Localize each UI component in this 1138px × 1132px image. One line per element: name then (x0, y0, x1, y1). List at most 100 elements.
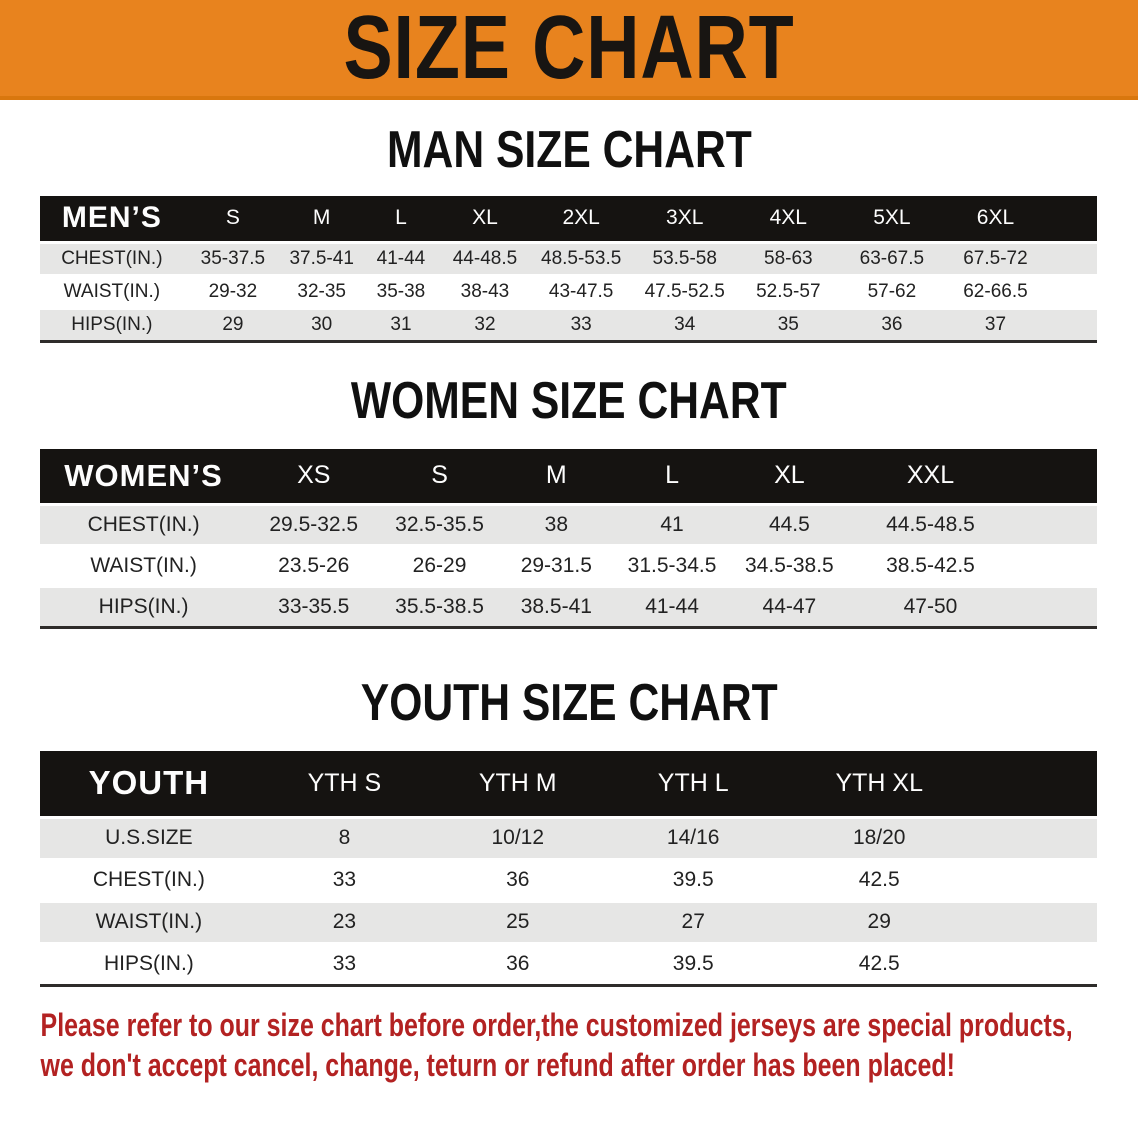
size-value: 44-48.5 (440, 240, 530, 275)
measurement-label: WAIST(IN.) (40, 899, 258, 943)
youth-section: YOUTH SIZE CHART YOUTH YTH S YTH M YTH L YTH… (0, 677, 1138, 987)
row-spacer-cell (976, 899, 1097, 943)
row-spacer-cell (1012, 544, 1097, 587)
size-column-header: L (613, 448, 731, 505)
size-value: 33 (529, 306, 633, 341)
size-chart-page: SIZE CHART MAN SIZE CHART MEN’S S M L XL 2XL 3… (0, 0, 1138, 1083)
page-title: SIZE CHART (343, 0, 795, 98)
size-column-header: YTH XL (781, 751, 977, 817)
size-value: 31 (361, 306, 441, 341)
size-column-header: XL (730, 448, 849, 505)
header-spacer-cell (976, 751, 1097, 817)
size-value: 29.5-32.5 (247, 503, 381, 546)
measurement-label: CHEST(IN.) (40, 503, 248, 546)
measurement-row: WAIST(IN.) 23 25 27 29 (40, 899, 1097, 943)
youth-size-table: YOUTH YTH S YTH M YTH L YTH XL U.S.SIZE 8 10/12… (40, 751, 1097, 987)
measurement-label: WAIST(IN.) (40, 544, 248, 587)
size-column-header: XL (440, 196, 530, 242)
table-title-cell: MEN’S (40, 196, 184, 242)
size-value: 32-35 (282, 273, 362, 308)
measurement-label: HIPS(IN.) (40, 585, 248, 628)
measurement-row: CHEST(IN.) 35-37.5 37.5-41 41-44 44-48.5 48.5… (40, 240, 1097, 275)
size-column-header: S (380, 448, 499, 505)
measurement-row: HIPS(IN.) 29 30 31 32 33 34 35 36 37 (40, 306, 1097, 341)
size-value: 30 (282, 306, 362, 341)
size-value: 47.5-52.5 (632, 273, 737, 308)
size-value: 26-29 (380, 544, 499, 587)
size-column-header: 6XL (943, 196, 1048, 242)
size-table: YOUTH YTH S YTH M YTH L YTH XL U.S.SIZE 8 10/12… (40, 751, 1097, 987)
measurement-row: WAIST(IN.) 23.5-26 26-29 29-31.5 31.5-34.5 34… (40, 544, 1097, 587)
size-value: 44.5 (730, 503, 849, 546)
table-header-row: MEN’S S M L XL 2XL 3XL 4XL 5XL 6XL (40, 196, 1097, 242)
size-value: 38 (498, 503, 614, 546)
size-value: 35.5-38.5 (380, 585, 499, 628)
size-value: 35 (736, 306, 841, 341)
size-value: 39.5 (604, 941, 782, 985)
size-value: 14/16 (604, 815, 782, 859)
size-value: 62-66.5 (943, 273, 1048, 308)
size-column-header: 4XL (736, 196, 841, 242)
size-value: 38.5-41 (498, 585, 614, 628)
youth-section-title: YOUTH SIZE CHART (360, 674, 778, 732)
size-value: 35-38 (361, 273, 441, 308)
size-value: 29-32 (183, 273, 283, 308)
banner: SIZE CHART (0, 0, 1138, 100)
size-value: 34 (632, 306, 737, 341)
size-value: 39.5 (604, 857, 782, 901)
row-spacer-cell (976, 941, 1097, 985)
header-spacer-cell (1047, 196, 1097, 242)
row-spacer-cell (1012, 585, 1097, 628)
size-value: 63-67.5 (840, 240, 944, 275)
size-value: 36 (431, 941, 605, 985)
row-spacer-cell (1047, 306, 1097, 341)
disclaimer-line-2: we don't accept cancel, change, teturn o… (40, 1046, 955, 1083)
row-spacer-cell (1047, 273, 1097, 308)
size-column-header: YTH M (431, 751, 605, 817)
size-value: 41 (613, 503, 731, 546)
size-value: 32.5-35.5 (380, 503, 499, 546)
size-value: 41-44 (613, 585, 731, 628)
man-section-heading: MAN SIZE CHART (0, 124, 1138, 176)
size-value: 43-47.5 (529, 273, 633, 308)
size-value: 41-44 (361, 240, 441, 275)
size-value: 44.5-48.5 (848, 503, 1013, 546)
table-title-cell: WOMEN’S (40, 448, 248, 505)
size-value: 37.5-41 (282, 240, 362, 275)
measurement-label: CHEST(IN.) (40, 240, 184, 275)
measurement-row: HIPS(IN.) 33-35.5 35.5-38.5 38.5-41 41-44 44-… (40, 585, 1097, 628)
size-column-header: YTH L (604, 751, 782, 817)
page-title-heading: SIZE CHART (294, 0, 844, 96)
size-value: 38-43 (440, 273, 530, 308)
size-value: 33-35.5 (247, 585, 381, 628)
size-value: 52.5-57 (736, 273, 841, 308)
measurement-label: HIPS(IN.) (40, 306, 184, 341)
size-value: 58-63 (736, 240, 841, 275)
size-value: 38.5-42.5 (848, 544, 1013, 587)
size-column-header: 2XL (529, 196, 633, 242)
size-value: 42.5 (781, 941, 977, 985)
size-value: 48.5-53.5 (529, 240, 633, 275)
size-column-header: S (183, 196, 283, 242)
man-section-title: MAN SIZE CHART (386, 121, 752, 179)
size-value: 23.5-26 (247, 544, 381, 587)
size-value: 33 (257, 857, 432, 901)
size-column-header: XXL (848, 448, 1013, 505)
row-spacer-cell (1012, 503, 1097, 546)
womens-size-table: WOMEN’S XS S M L XL XXL CHEST(IN.) 29.5-32.5 32.5… (40, 448, 1097, 629)
measurement-row: CHEST(IN.) 29.5-32.5 32.5-35.5 38 41 44.5 44.5… (40, 503, 1097, 546)
size-column-header: 3XL (632, 196, 737, 242)
women-section-heading: WOMEN SIZE CHART (0, 375, 1138, 427)
size-value: 31.5-34.5 (613, 544, 731, 587)
header-spacer-cell (1012, 448, 1097, 505)
size-value: 57-62 (840, 273, 944, 308)
measurement-row: CHEST(IN.) 33 36 39.5 42.5 (40, 857, 1097, 901)
size-value: 18/20 (781, 815, 977, 859)
size-value: 33 (257, 941, 432, 985)
size-column-header: XS (247, 448, 381, 505)
size-value: 34.5-38.5 (730, 544, 849, 587)
size-value: 53.5-58 (632, 240, 737, 275)
measurement-label: HIPS(IN.) (40, 941, 258, 985)
table-header-row: YOUTH YTH S YTH M YTH L YTH XL (40, 751, 1097, 817)
size-column-header: L (361, 196, 441, 242)
